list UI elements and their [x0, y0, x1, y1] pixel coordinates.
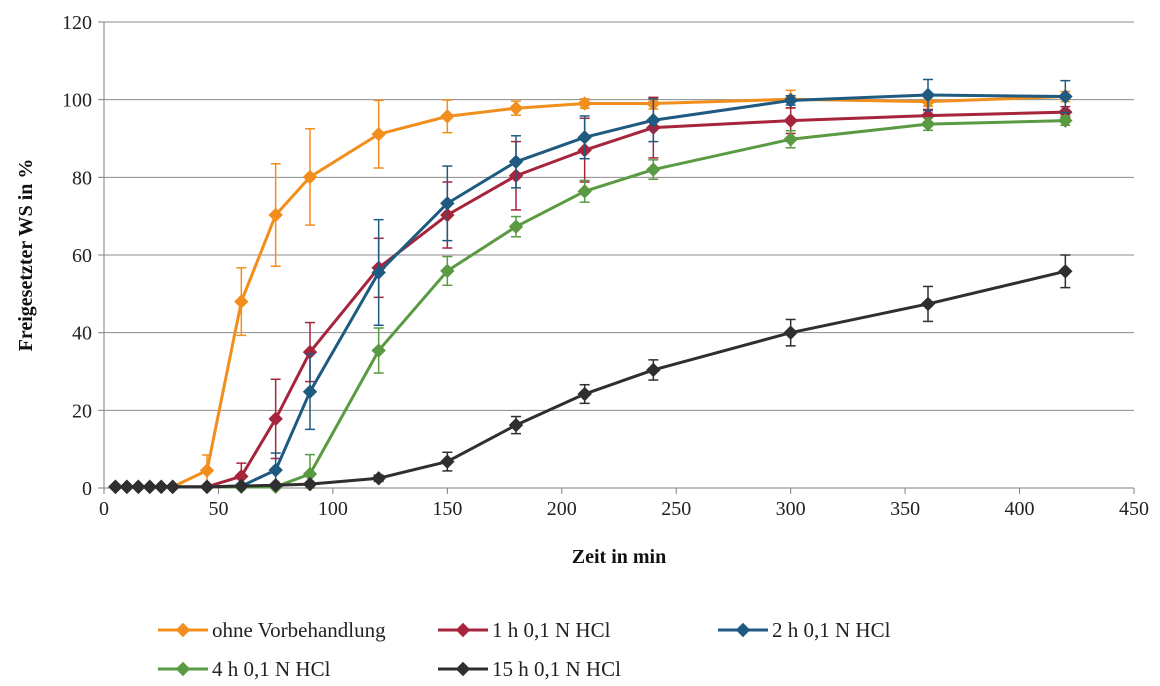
- y-tick-label: 40: [72, 323, 92, 345]
- data-point: [920, 296, 936, 312]
- data-point: [920, 87, 936, 103]
- data-point: [646, 362, 661, 378]
- data-point: [371, 471, 386, 486]
- data-point: [646, 162, 661, 177]
- data-point: [1058, 89, 1073, 104]
- legend-label: 1 h 0,1 N HCl: [492, 618, 611, 642]
- legend-item: 4 h 0,1 N HCl: [158, 657, 331, 681]
- axes: [98, 21, 1135, 494]
- data-point: [371, 343, 386, 358]
- y-tick-labels: 0 20 40 60 80 100 120: [62, 12, 92, 500]
- legend-label: 4 h 0,1 N HCl: [212, 657, 331, 681]
- legend-item: ohne Vorbehandlung: [158, 618, 386, 642]
- data-point: [508, 219, 524, 234]
- legend-label: 2 h 0,1 N HCl: [772, 618, 891, 642]
- data-point: [783, 325, 798, 340]
- grid-lines: [104, 21, 1134, 411]
- data-point: [131, 479, 146, 495]
- data-point: [440, 109, 455, 124]
- data-point: [268, 411, 283, 427]
- x-tick-label: 200: [547, 498, 577, 520]
- data-point: [119, 479, 135, 495]
- data-point: [508, 101, 524, 116]
- legend-item: 15 h 0,1 N HCl: [438, 657, 621, 681]
- data-point: [508, 417, 524, 433]
- data-point: [268, 478, 283, 493]
- data-point: [440, 263, 455, 279]
- data-point: [302, 169, 318, 185]
- legend-marker: [735, 622, 751, 638]
- legend-marker: [455, 622, 471, 638]
- y-tick-label: 120: [62, 12, 92, 34]
- data-point: [508, 154, 524, 170]
- data-point: [783, 132, 798, 147]
- legend-label: 15 h 0,1 N HCl: [492, 657, 621, 681]
- y-tick-label: 0: [82, 478, 92, 500]
- legend-item: 2 h 0,1 N HCl: [718, 618, 891, 642]
- data-point: [234, 294, 249, 309]
- data-point: [268, 462, 283, 478]
- series-line: [115, 93, 1066, 489]
- data-point: [440, 454, 455, 469]
- data-point: [142, 479, 157, 495]
- series-5: [108, 254, 1073, 495]
- data-point: [920, 116, 936, 132]
- x-tick-label: 250: [661, 498, 691, 520]
- data-point: [577, 184, 592, 199]
- legend-marker: [175, 622, 191, 638]
- x-tick-labels: 0 50 100 150 200 250 300 350 400 450: [99, 498, 1149, 520]
- data-point: [783, 113, 798, 128]
- x-tick-label: 100: [318, 498, 348, 520]
- data-point: [154, 479, 169, 495]
- data-point: [1058, 264, 1073, 279]
- data-point: [302, 476, 318, 492]
- data-point: [440, 196, 455, 211]
- data-point: [646, 113, 661, 128]
- data-point: [108, 479, 123, 495]
- y-tick-label: 100: [62, 90, 92, 112]
- series-line: [115, 95, 1066, 489]
- data-point: [199, 479, 215, 495]
- legend-label: ohne Vorbehandlung: [212, 618, 386, 642]
- x-tick-label: 50: [208, 498, 228, 520]
- data-point: [577, 386, 592, 402]
- data-point: [783, 93, 798, 108]
- legend: ohne Vorbehandlung 1 h 0,1 N HCl 2 h 0,1 N…: [158, 618, 891, 681]
- series-line: [115, 110, 1066, 489]
- data-point: [165, 479, 180, 495]
- x-tick-label: 450: [1119, 498, 1149, 520]
- y-tick-label: 20: [72, 400, 92, 422]
- data-point: [577, 130, 592, 145]
- y-tick-label: 80: [72, 167, 92, 189]
- x-tick-label: 0: [99, 498, 109, 520]
- legend-marker: [175, 661, 191, 677]
- x-tick-label: 150: [432, 498, 462, 520]
- data-point: [302, 384, 318, 399]
- x-tick-label: 350: [890, 498, 920, 520]
- x-tick-label: 400: [1005, 498, 1035, 520]
- y-tick-label: 60: [72, 245, 92, 267]
- series-group: [108, 78, 1073, 495]
- data-point: [268, 207, 283, 223]
- y-axis-title: Freigesetzter WS in %: [15, 159, 37, 352]
- data-point: [371, 127, 386, 142]
- x-tick-label: 300: [776, 498, 806, 520]
- data-point: [577, 96, 592, 111]
- legend-marker: [455, 661, 471, 677]
- data-point: [371, 265, 386, 280]
- data-point: [234, 478, 249, 494]
- x-axis-title: Zeit in min: [572, 546, 666, 568]
- legend-item: 1 h 0,1 N HCl: [438, 618, 611, 642]
- data-point: [1058, 113, 1073, 128]
- data-point: [199, 463, 215, 478]
